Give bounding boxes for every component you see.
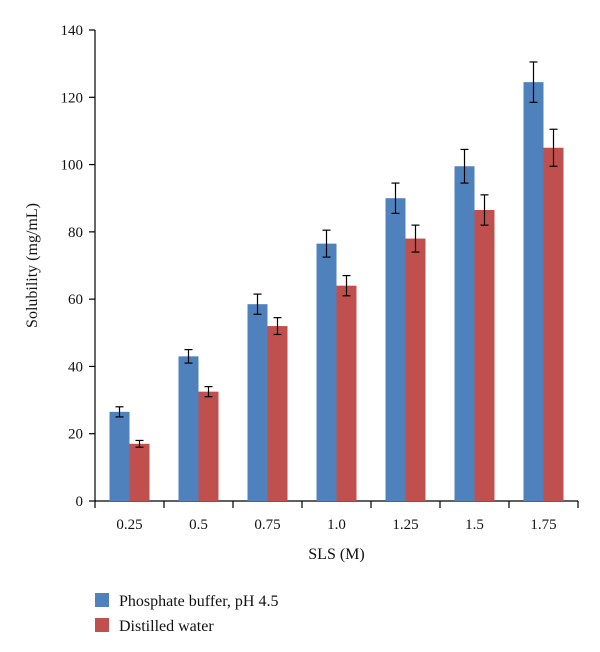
y-tick-label: 20 <box>68 427 83 443</box>
x-tick-label: 1.25 <box>392 517 418 533</box>
bar <box>267 326 288 501</box>
bar <box>405 238 426 502</box>
bars <box>109 82 564 502</box>
bar <box>454 166 475 501</box>
x-tick-label: 0.75 <box>254 517 280 533</box>
x-tick-label: 1.5 <box>465 517 484 533</box>
y-tick-label: 40 <box>68 359 83 375</box>
error-bars <box>115 61 558 448</box>
bar <box>474 209 495 501</box>
legend-label-distilled-water: Distilled water <box>119 618 214 635</box>
bar <box>543 147 564 501</box>
x-tick-label: 1.0 <box>327 517 346 533</box>
x-tick-label: 0.5 <box>189 517 208 533</box>
y-tick-label: 0 <box>76 494 84 510</box>
y-tick-label: 100 <box>61 158 84 174</box>
legend-label-phosphate-buffer: Phosphate buffer, pH 4.5 <box>119 593 278 610</box>
legend-swatch-distilled-water <box>95 618 109 632</box>
bar <box>316 243 337 501</box>
y-tick-label: 80 <box>68 225 83 241</box>
bar <box>336 285 357 501</box>
y-tick-label: 140 <box>61 23 84 39</box>
y-axis-title: Solubility (mg/mL) <box>24 203 41 328</box>
bar <box>247 304 268 501</box>
bar <box>523 82 544 502</box>
bar <box>109 411 130 501</box>
bar <box>385 198 406 501</box>
y-axis-ticks: 0 20 40 60 80 100 120 140 <box>61 23 95 510</box>
legend-swatch-phosphate-buffer <box>95 593 109 607</box>
bar <box>178 356 199 501</box>
x-tick-label: 1.75 <box>530 517 556 533</box>
x-axis-title: SLS (M) <box>308 546 364 563</box>
x-tick-label: 0.25 <box>116 517 142 533</box>
legend: Phosphate buffer, pH 4.5 Distilled water <box>95 593 278 635</box>
y-tick-label: 120 <box>61 90 84 106</box>
bar <box>129 443 150 501</box>
bar <box>198 391 219 501</box>
x-axis-ticks: 0.25 0.5 0.75 1.0 1.25 1.5 1.75 <box>94 501 579 533</box>
y-tick-label: 60 <box>68 292 83 308</box>
